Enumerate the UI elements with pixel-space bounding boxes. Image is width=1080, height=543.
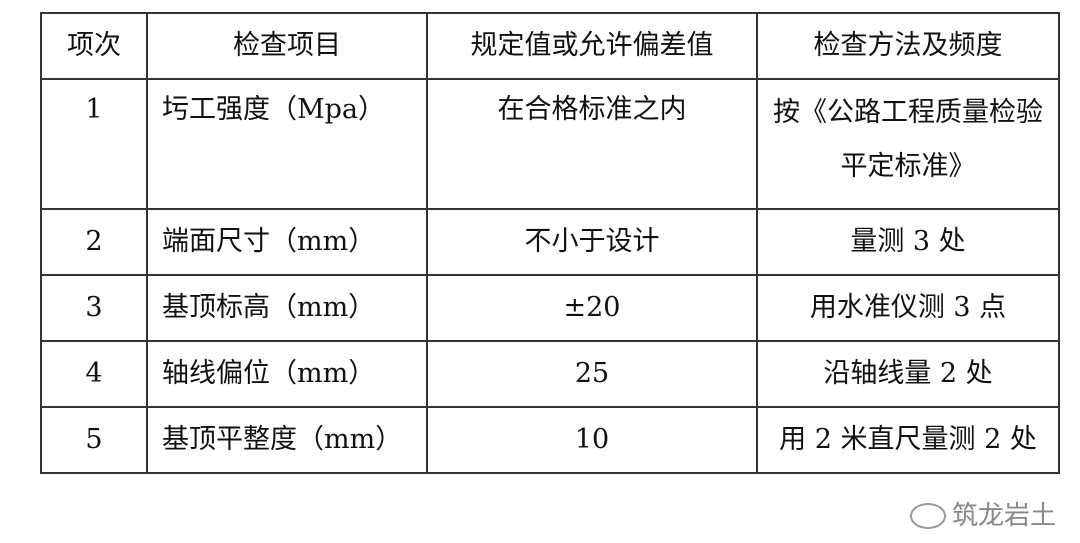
cell: ±20	[426, 274, 758, 342]
cell: 10	[426, 406, 758, 474]
table-row: 4 轴线偏位（mm） 25 沿轴线量 2 处	[40, 340, 1060, 408]
cell: 5	[40, 406, 148, 474]
watermark-text: 筑龙岩土	[951, 501, 1056, 531]
cell: 按《公路工程质量检验平定标准》	[756, 78, 1060, 210]
cell: 3	[40, 274, 148, 342]
cell: 在合格标准之内	[426, 78, 758, 210]
table-row: 2 端面尺寸（mm） 不小于设计 量测 3 处	[40, 208, 1060, 276]
inspection-table: 项次 检查项目 规定值或允许偏差值 检查方法及频度 1 圬工强度（Mpa） 在合…	[40, 12, 1060, 474]
cell: 轴线偏位（mm）	[146, 340, 428, 408]
cell: 基顶平整度（mm）	[146, 406, 428, 474]
wechat-icon	[909, 503, 946, 529]
cell: 沿轴线量 2 处	[756, 340, 1060, 408]
cell: 端面尺寸（mm）	[146, 208, 428, 276]
cell: 2	[40, 208, 148, 276]
cell: 基顶标高（mm）	[146, 274, 428, 342]
table-row: 3 基顶标高（mm） ±20 用水准仪测 3 点	[40, 274, 1060, 342]
cell: 25	[426, 340, 758, 408]
header-cell: 项次	[40, 12, 148, 80]
header-cell: 检查方法及频度	[756, 12, 1060, 80]
cell: 圬工强度（Mpa）	[146, 78, 428, 210]
header-cell: 规定值或允许偏差值	[426, 12, 758, 80]
watermark: 筑龙岩土	[909, 500, 1056, 532]
table-row: 1 圬工强度（Mpa） 在合格标准之内 按《公路工程质量检验平定标准》	[40, 78, 1060, 210]
cell: 1	[40, 78, 148, 210]
cell: 不小于设计	[426, 208, 758, 276]
cell: 4	[40, 340, 148, 408]
table-row: 5 基顶平整度（mm） 10 用 2 米直尺量测 2 处	[40, 406, 1060, 474]
cell: 用水准仪测 3 点	[756, 274, 1060, 342]
cell: 用 2 米直尺量测 2 处	[756, 406, 1060, 474]
table-header-row: 项次 检查项目 规定值或允许偏差值 检查方法及频度	[40, 12, 1060, 80]
header-cell: 检查项目	[146, 12, 428, 80]
cell: 量测 3 处	[756, 208, 1060, 276]
